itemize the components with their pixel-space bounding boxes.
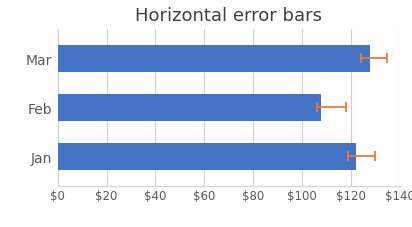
Bar	[58, 143, 356, 170]
Bar	[58, 45, 370, 72]
Title: Horizontal error bars: Horizontal error bars	[135, 7, 322, 25]
Bar	[58, 94, 321, 121]
